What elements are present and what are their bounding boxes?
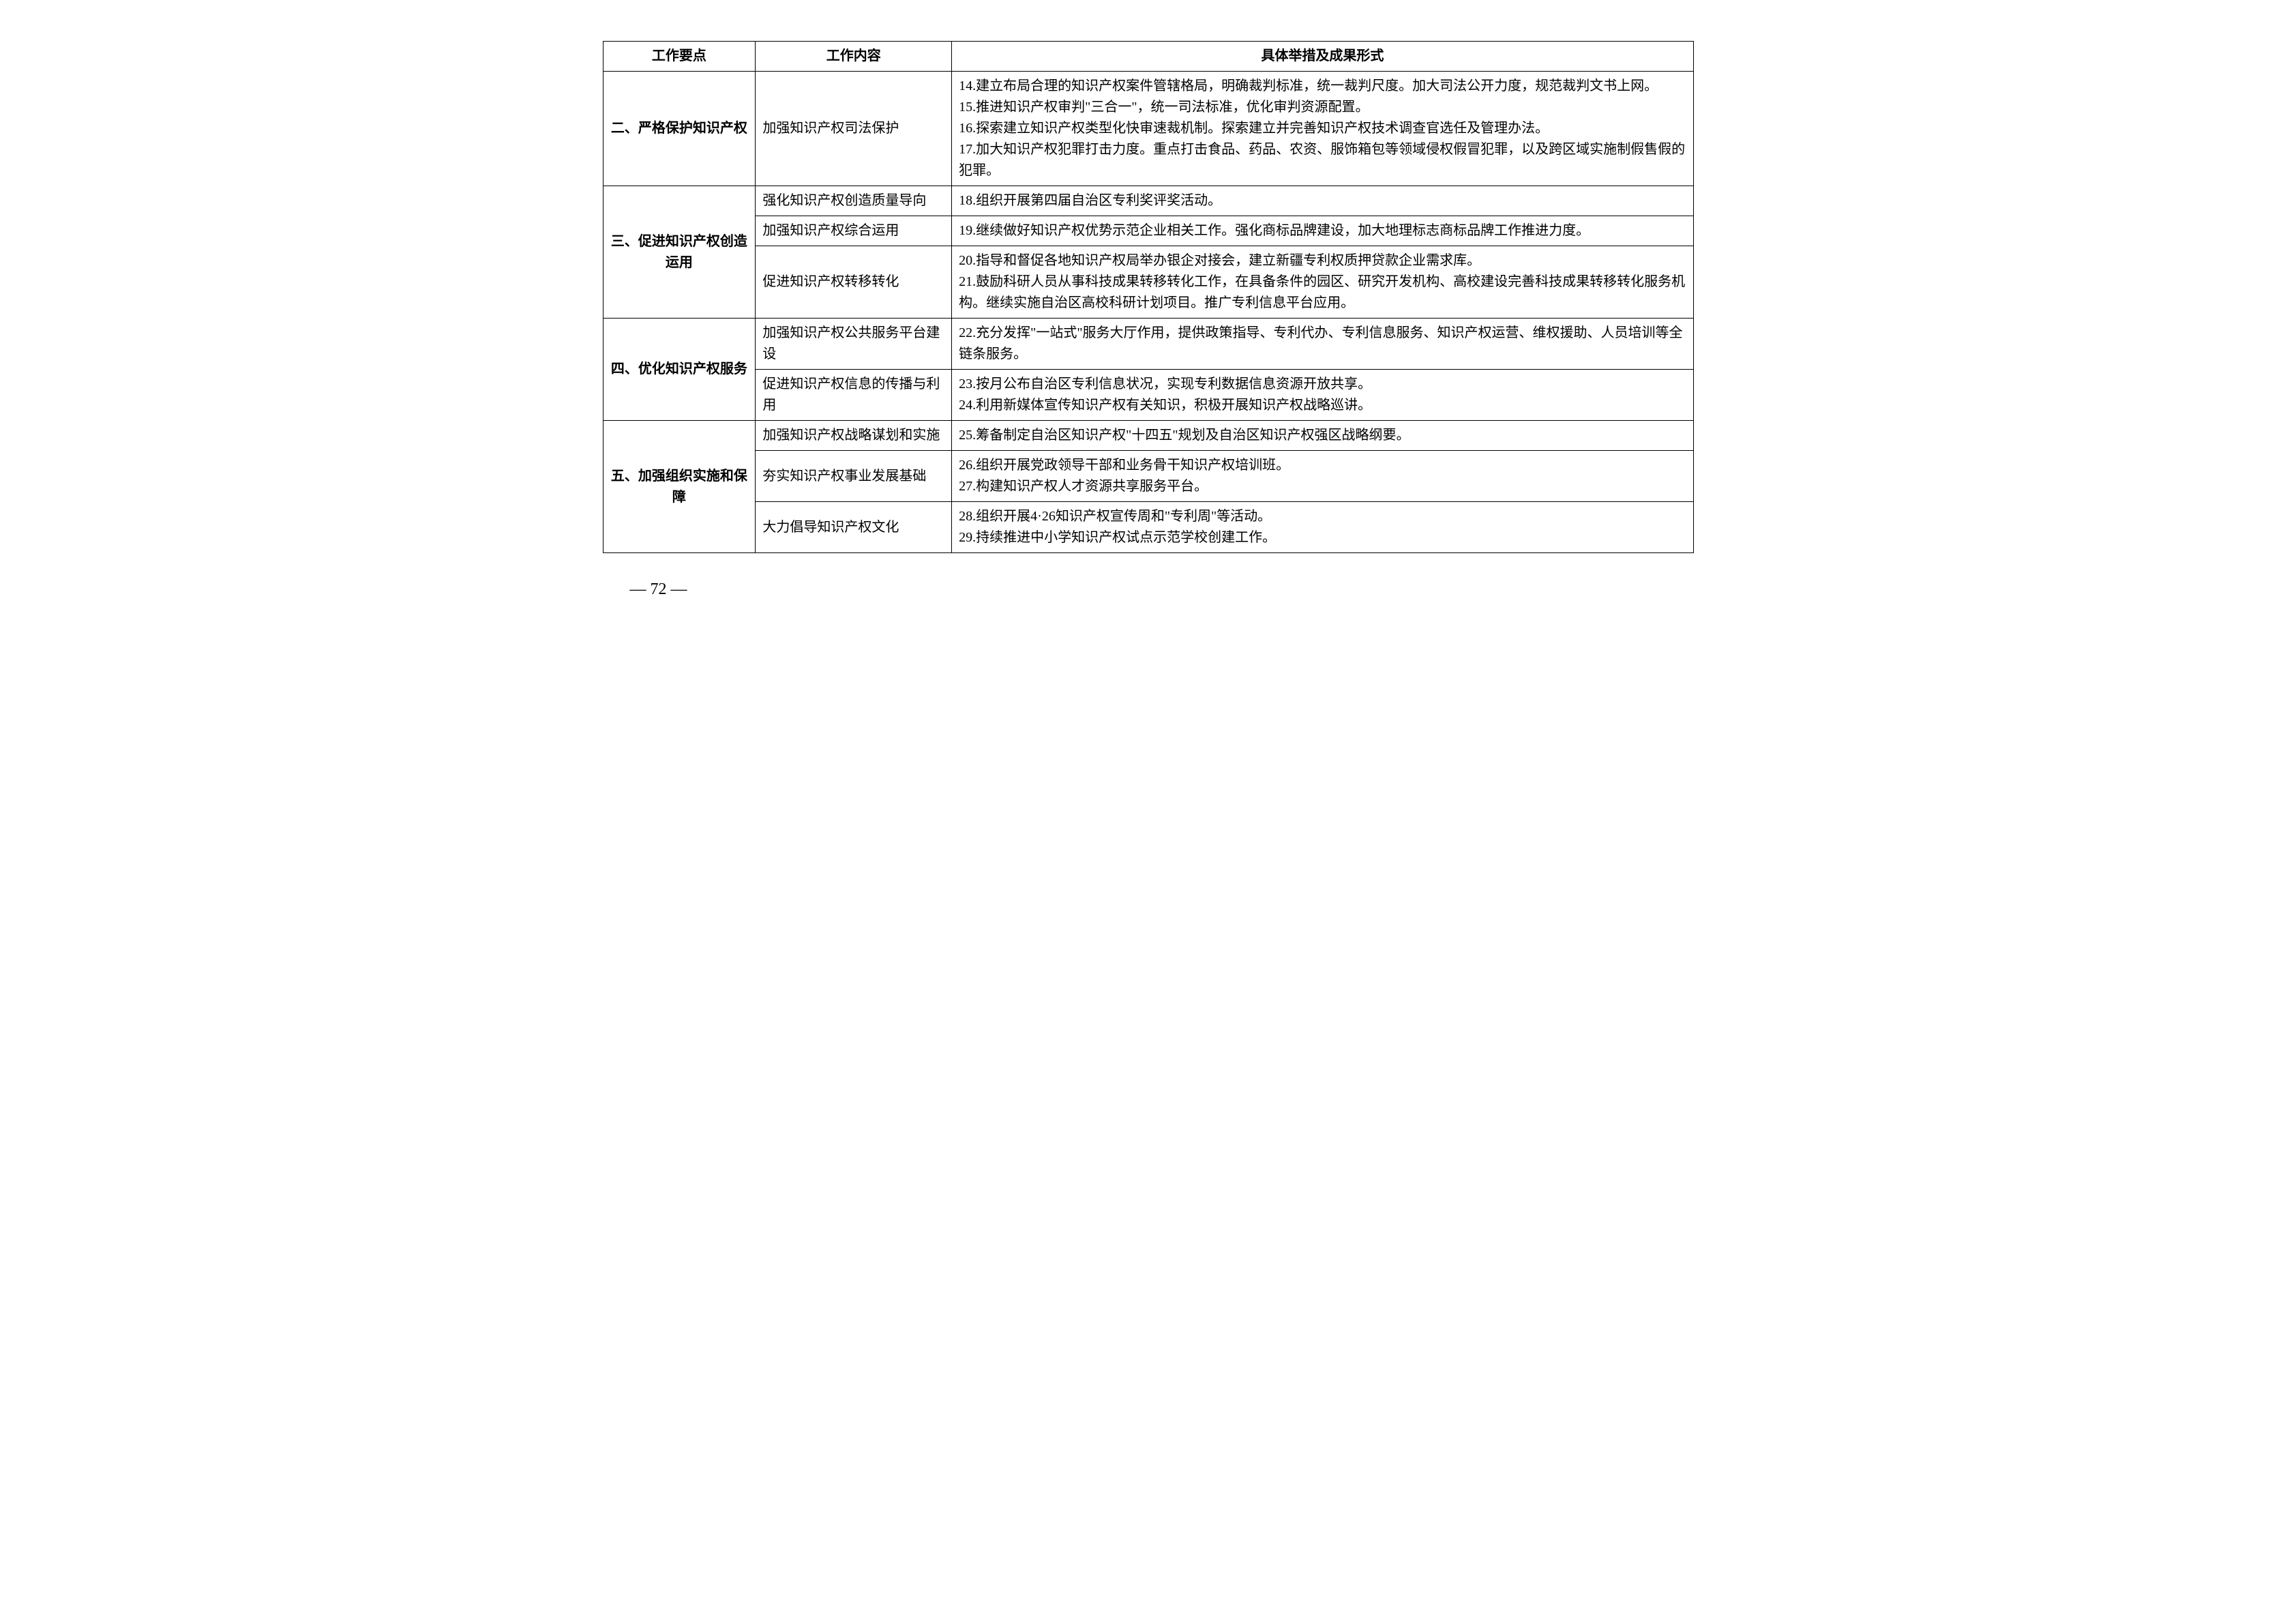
- table-row: 加强知识产权综合运用 19.继续做好知识产权优势示范企业相关工作。强化商标品牌建设…: [603, 216, 1693, 246]
- measure-line: 29.持续推进中小学知识产权试点示范学校创建工作。: [959, 527, 1686, 548]
- work-content-cell: 大力倡导知识产权文化: [756, 502, 952, 553]
- table-row: 四、优化知识产权服务加强知识产权公共服务平台建设22.充分发挥"一站式"服务大厅…: [603, 319, 1693, 370]
- measure-line: 14.建立布局合理的知识产权案件管辖格局，明确裁判标准，统一裁判尺度。加大司法公…: [959, 76, 1686, 97]
- measures-cell: 19.继续做好知识产权优势示范企业相关工作。强化商标品牌建设，加大地理标志商标品…: [952, 216, 1693, 246]
- table-row: 促进知识产权转移转化20.指导和督促各地知识产权局举办银企对接会，建立新疆专利权…: [603, 246, 1693, 319]
- work-content-cell: 加强知识产权公共服务平台建设: [756, 319, 952, 370]
- measure-line: 21.鼓励科研人员从事科技成果转移转化工作，在具备条件的园区、研究开发机构、高校…: [959, 271, 1686, 314]
- measures-cell: 25.筹备制定自治区知识产权"十四五"规划及自治区知识产权强区战略纲要。: [952, 421, 1693, 451]
- measures-cell: 14.建立布局合理的知识产权案件管辖格局，明确裁判标准，统一裁判尺度。加大司法公…: [952, 72, 1693, 186]
- work-content-cell: 加强知识产权综合运用: [756, 216, 952, 246]
- measures-cell: 18.组织开展第四届自治区专利奖评奖活动。: [952, 186, 1693, 216]
- policy-table: 工作要点 工作内容 具体举措及成果形式 二、严格保护知识产权加强知识产权司法保护…: [603, 41, 1694, 553]
- table-row: 大力倡导知识产权文化28.组织开展4·26知识产权宣传周和"专利周"等活动。29…: [603, 502, 1693, 553]
- measure-line: 26.组织开展党政领导干部和业务骨干知识产权培训班。: [959, 455, 1686, 476]
- work-content-cell: 夯实知识产权事业发展基础: [756, 451, 952, 502]
- table-body: 二、严格保护知识产权加强知识产权司法保护 14.建立布局合理的知识产权案件管辖格局…: [603, 72, 1693, 553]
- work-content-cell: 促进知识产权信息的传播与利用: [756, 370, 952, 421]
- header-col1: 工作要点: [603, 42, 756, 72]
- measure-line: 19.继续做好知识产权优势示范企业相关工作。强化商标品牌建设，加大地理标志商标品…: [959, 220, 1686, 241]
- header-col2: 工作内容: [756, 42, 952, 72]
- measure-line: 16.探索建立知识产权类型化快审速裁机制。探索建立并完善知识产权技术调查官选任及…: [959, 118, 1686, 139]
- table-row: 促进知识产权信息的传播与利用23.按月公布自治区专利信息状况，实现专利数据信息资…: [603, 370, 1693, 421]
- work-content-cell: 强化知识产权创造质量导向: [756, 186, 952, 216]
- work-content-cell: 加强知识产权司法保护: [756, 72, 952, 186]
- measures-cell: 28.组织开展4·26知识产权宣传周和"专利周"等活动。29.持续推进中小学知识…: [952, 502, 1693, 553]
- work-key-cell: 二、严格保护知识产权: [603, 72, 756, 186]
- table-row: 三、促进知识产权创造运用强化知识产权创造质量导向18.组织开展第四届自治区专利奖…: [603, 186, 1693, 216]
- measure-line: 17.加大知识产权犯罪打击力度。重点打击食品、药品、农资、服饰箱包等领域侵权假冒…: [959, 139, 1686, 181]
- page-number: — 72 —: [603, 580, 1694, 599]
- table-row: 五、加强组织实施和保障加强知识产权战略谋划和实施25.筹备制定自治区知识产权"十…: [603, 421, 1693, 451]
- table-header-row: 工作要点 工作内容 具体举措及成果形式: [603, 42, 1693, 72]
- header-col3: 具体举措及成果形式: [952, 42, 1693, 72]
- work-key-cell: 四、优化知识产权服务: [603, 319, 756, 421]
- measure-line: 27.构建知识产权人才资源共享服务平台。: [959, 476, 1686, 497]
- measure-line: 22.充分发挥"一站式"服务大厅作用，提供政策指导、专利代办、专利信息服务、知识…: [959, 323, 1686, 365]
- table-row: 夯实知识产权事业发展基础26.组织开展党政领导干部和业务骨干知识产权培训班。27…: [603, 451, 1693, 502]
- measures-cell: 20.指导和督促各地知识产权局举办银企对接会，建立新疆专利权质押贷款企业需求库。…: [952, 246, 1693, 319]
- work-key-cell: 三、促进知识产权创造运用: [603, 186, 756, 319]
- measure-line: 23.按月公布自治区专利信息状况，实现专利数据信息资源开放共享。: [959, 374, 1686, 395]
- measures-cell: 22.充分发挥"一站式"服务大厅作用，提供政策指导、专利代办、专利信息服务、知识…: [952, 319, 1693, 370]
- measure-line: 18.组织开展第四届自治区专利奖评奖活动。: [959, 190, 1686, 211]
- document-page: 工作要点 工作内容 具体举措及成果形式 二、严格保护知识产权加强知识产权司法保护…: [603, 41, 1694, 599]
- measure-line: 15.推进知识产权审判"三合一"，统一司法标准，优化审判资源配置。: [959, 97, 1686, 118]
- measures-cell: 23.按月公布自治区专利信息状况，实现专利数据信息资源开放共享。24.利用新媒体…: [952, 370, 1693, 421]
- measure-line: 20.指导和督促各地知识产权局举办银企对接会，建立新疆专利权质押贷款企业需求库。: [959, 250, 1686, 271]
- work-content-cell: 加强知识产权战略谋划和实施: [756, 421, 952, 451]
- measure-line: 25.筹备制定自治区知识产权"十四五"规划及自治区知识产权强区战略纲要。: [959, 425, 1686, 446]
- measure-line: 24.利用新媒体宣传知识产权有关知识，积极开展知识产权战略巡讲。: [959, 395, 1686, 416]
- measures-cell: 26.组织开展党政领导干部和业务骨干知识产权培训班。27.构建知识产权人才资源共…: [952, 451, 1693, 502]
- work-key-cell: 五、加强组织实施和保障: [603, 421, 756, 553]
- table-row: 二、严格保护知识产权加强知识产权司法保护 14.建立布局合理的知识产权案件管辖格局…: [603, 72, 1693, 186]
- measure-line: 28.组织开展4·26知识产权宣传周和"专利周"等活动。: [959, 506, 1686, 527]
- work-content-cell: 促进知识产权转移转化: [756, 246, 952, 319]
